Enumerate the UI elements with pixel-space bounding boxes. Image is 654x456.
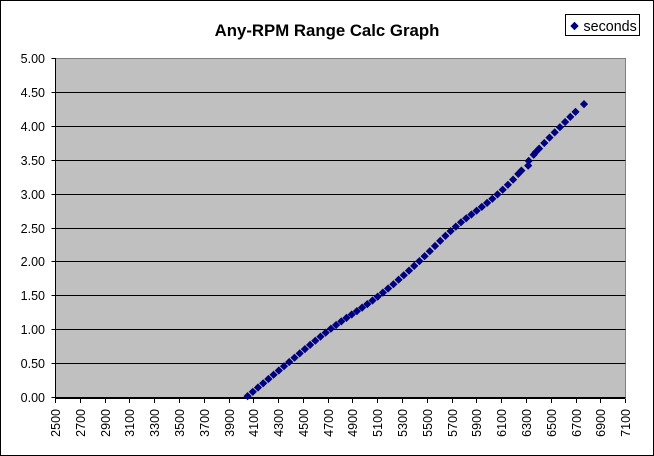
svg-text:4700: 4700 [322,409,336,437]
svg-text:6500: 6500 [545,409,559,437]
svg-text:3300: 3300 [148,409,162,437]
svg-text:2.50: 2.50 [21,222,45,236]
svg-text:4100: 4100 [247,409,261,437]
svg-text:3900: 3900 [223,409,237,437]
svg-text:5300: 5300 [396,409,410,437]
svg-text:2900: 2900 [99,409,113,437]
svg-text:seconds: seconds [584,19,637,35]
svg-text:5100: 5100 [371,409,385,437]
svg-text:4900: 4900 [346,409,360,437]
svg-text:3500: 3500 [173,409,187,437]
svg-text:4.50: 4.50 [21,86,45,100]
svg-text:5900: 5900 [470,409,484,437]
svg-text:6300: 6300 [520,409,534,437]
svg-text:0.00: 0.00 [21,391,45,405]
svg-text:5.00: 5.00 [21,52,45,66]
svg-text:5500: 5500 [421,409,435,437]
svg-text:2.00: 2.00 [21,255,45,269]
svg-text:Any-RPM Range Calc Graph: Any-RPM Range Calc Graph [215,21,440,40]
svg-text:6100: 6100 [495,409,509,437]
svg-text:1.50: 1.50 [21,289,45,303]
svg-text:4300: 4300 [272,409,286,437]
svg-text:6900: 6900 [594,409,608,437]
svg-text:4500: 4500 [297,409,311,437]
svg-text:2700: 2700 [74,409,88,437]
svg-text:1.00: 1.00 [21,323,45,337]
svg-text:7100: 7100 [619,409,633,437]
svg-text:3.50: 3.50 [21,154,45,168]
svg-text:6700: 6700 [570,409,584,437]
svg-text:5700: 5700 [446,409,460,437]
svg-text:4.00: 4.00 [21,120,45,134]
svg-text:2500: 2500 [49,409,63,437]
svg-text:0.50: 0.50 [21,357,45,371]
svg-text:3700: 3700 [198,409,212,437]
svg-text:3100: 3100 [123,409,137,437]
svg-text:3.00: 3.00 [21,188,45,202]
